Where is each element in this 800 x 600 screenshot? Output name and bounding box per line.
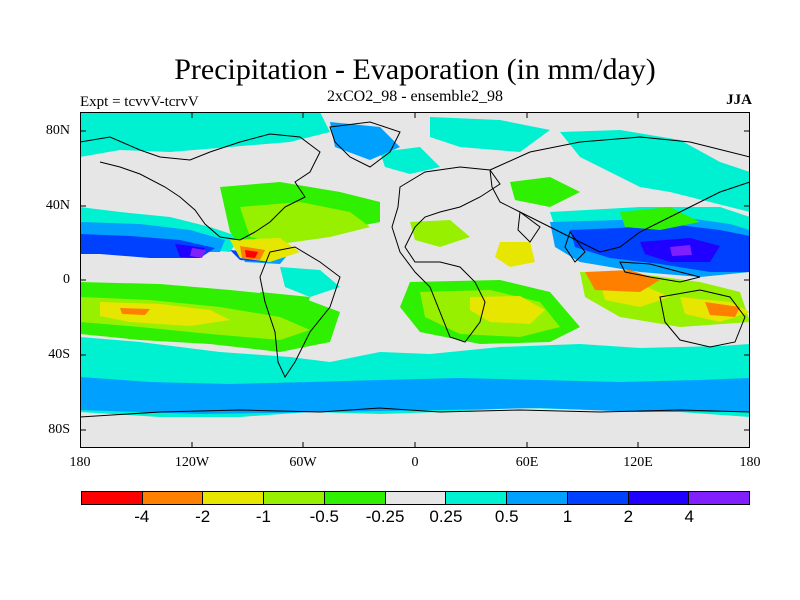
lon-tick-0: 0 xyxy=(411,455,419,470)
coastlines xyxy=(80,121,750,418)
colorbar-label: -1 xyxy=(255,507,272,526)
colorbar-label: 1 xyxy=(562,507,573,526)
season-label: JJA xyxy=(726,92,752,108)
colorbar-swatch xyxy=(385,492,447,504)
colorbar-swatch xyxy=(567,492,629,504)
lat-tick-40s: 40S xyxy=(48,347,70,362)
colorbar-label: -0.5 xyxy=(309,507,339,526)
colorbar-label: -4 xyxy=(134,507,150,526)
colorbar-label: 0.5 xyxy=(494,507,519,526)
colorbar-label: -2 xyxy=(195,507,211,526)
colorbar-swatch xyxy=(628,492,690,504)
map-canvas xyxy=(80,112,750,448)
experiment-label: Expt = tcvvV-tcrvV xyxy=(80,94,199,110)
lon-tick-60e: 60E xyxy=(515,455,539,470)
colorbar-swatch xyxy=(264,492,325,504)
colorbar-swatch xyxy=(142,492,204,504)
lat-tick-80s: 80S xyxy=(48,422,70,437)
lat-tick-40n: 40N xyxy=(45,198,70,213)
colorbar-swatch xyxy=(203,492,265,504)
lon-tick-120w: 120W xyxy=(174,455,210,470)
colorbar-label: 4 xyxy=(684,507,694,526)
lat-tick-80n: 80N xyxy=(45,123,70,138)
lon-tick-60w: 60W xyxy=(289,455,317,470)
chart-subtitle: 2xCO2_98 - ensemble2_98 xyxy=(327,88,503,105)
lon-tick-180w: 180 xyxy=(69,455,91,470)
colorbar-swatch xyxy=(689,492,750,504)
lon-tick-120e: 120E xyxy=(623,455,653,470)
chart-title: Precipitation - Evaporation (in mm/day) xyxy=(174,53,656,86)
lon-tick-180e: 180 xyxy=(739,455,761,470)
colorbar-swatch xyxy=(324,492,386,504)
colorbar-swatch xyxy=(446,492,508,504)
colorbar-swatch xyxy=(82,492,143,504)
colorbar-label: 0.25 xyxy=(429,507,463,526)
contour-violet xyxy=(190,245,692,258)
colorbar-swatch xyxy=(507,492,568,504)
colorbar-label: 2 xyxy=(623,507,634,526)
lat-tick-0: 0 xyxy=(63,272,70,287)
colorbar xyxy=(81,491,750,505)
contour-red xyxy=(245,250,258,258)
world-map xyxy=(80,112,750,448)
colorbar-label: -0.25 xyxy=(365,507,405,526)
